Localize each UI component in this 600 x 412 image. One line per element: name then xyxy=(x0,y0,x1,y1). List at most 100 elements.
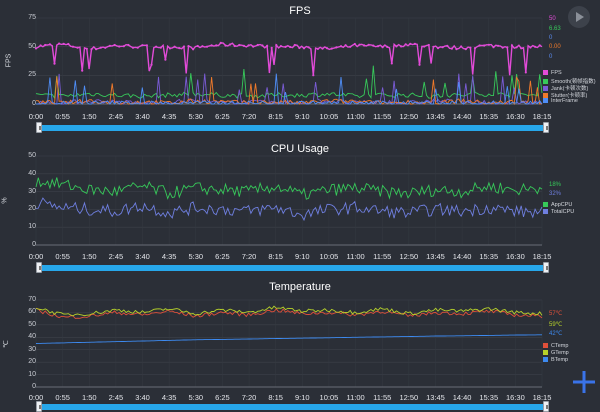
temp-current-value: 42℃ xyxy=(549,331,563,337)
fps-point xyxy=(270,46,273,50)
fps-point xyxy=(284,45,287,49)
fps-point xyxy=(400,45,403,48)
fps-legend-swatch xyxy=(543,79,548,85)
fps-point xyxy=(534,45,537,48)
play-button[interactable] xyxy=(568,6,590,28)
fps-point xyxy=(524,71,527,74)
fps-range-slider[interactable] xyxy=(36,122,549,133)
fps-point xyxy=(404,43,407,46)
fps-x-tick: 0:55 xyxy=(55,112,70,121)
fps-point xyxy=(413,42,416,46)
temp-legend-swatch xyxy=(543,343,548,349)
temp-slider-end-handle[interactable] xyxy=(543,401,549,412)
fps-x-tick: 10:05 xyxy=(319,112,339,121)
temp-x-tick: 0:55 xyxy=(55,393,70,402)
fps-point xyxy=(34,47,38,50)
fps-point xyxy=(520,47,523,50)
add-icon xyxy=(573,371,595,393)
fps-point xyxy=(326,47,329,50)
fps-point xyxy=(104,46,107,49)
temp-y-tick: 70 xyxy=(28,296,36,303)
fps-point xyxy=(224,44,227,47)
cpu-y-axis-label: % xyxy=(1,196,9,204)
fps-x-tick: 9:10 xyxy=(295,112,310,121)
cpu-x-tick: 1:50 xyxy=(81,252,97,261)
cpu-x-tick: 0:00 xyxy=(28,252,44,261)
fps-point xyxy=(58,42,61,45)
fps-point xyxy=(164,58,167,61)
fps-point xyxy=(238,43,241,47)
temp-y-tick: 0 xyxy=(32,383,36,390)
temp-x-tick: 14:40 xyxy=(452,393,472,402)
fps-point xyxy=(150,63,153,66)
temp-slider-start-handle[interactable] xyxy=(36,401,42,412)
temp-current-value: 57℃ xyxy=(549,311,563,317)
cpu-x-tick: 4:35 xyxy=(161,252,177,261)
temp-legend-label: CTemp xyxy=(551,343,569,349)
temp-legend-swatch xyxy=(543,350,548,356)
fps-x-tick: 4:35 xyxy=(161,112,177,121)
fps-x-tick: 6:25 xyxy=(215,112,230,121)
temp-range-slider[interactable] xyxy=(36,401,549,412)
cpu-slider-start-handle[interactable] xyxy=(36,262,42,273)
fps-point xyxy=(122,45,125,48)
fps-slider-end-handle[interactable] xyxy=(543,122,549,133)
fps-point xyxy=(302,47,306,50)
temp-series-btemp-line xyxy=(35,334,542,344)
fps-x-tick: 5:30 xyxy=(188,112,204,121)
fps-current-value: 6.63 xyxy=(549,26,561,32)
fps-x-tick: 3:40 xyxy=(135,112,150,121)
cpu-slider-end-handle[interactable] xyxy=(543,262,549,273)
fps-series-smooth-line xyxy=(35,65,543,100)
fps-point xyxy=(390,62,393,65)
fps-point xyxy=(266,44,269,48)
cpu-series-totalcpu-line xyxy=(35,177,543,200)
fps-point xyxy=(506,46,509,49)
fps-point xyxy=(242,44,245,47)
fps-series-interframe-line xyxy=(36,73,543,105)
fps-point xyxy=(381,46,384,49)
fps-legend-label: Smooth(顿帧指数) xyxy=(551,79,596,85)
temp-x-tick: 11:00 xyxy=(346,393,365,402)
fps-point xyxy=(321,47,324,50)
temp-x-tick: 12:50 xyxy=(399,393,419,402)
temp-x-tick: 8:15 xyxy=(268,393,283,402)
fps-legend-label: FPS xyxy=(551,70,562,76)
fps-point xyxy=(141,44,144,47)
fps-point xyxy=(127,43,130,47)
fps-point xyxy=(247,44,250,47)
fps-point xyxy=(358,43,361,46)
fps-point xyxy=(252,45,255,48)
fps-point xyxy=(99,46,102,49)
fps-y-axis-label: FPS xyxy=(5,53,13,68)
fps-point xyxy=(423,45,426,48)
fps-current-value: 0 xyxy=(549,54,553,60)
fps-point xyxy=(312,74,315,77)
fps-point xyxy=(205,45,209,48)
fps-current-value: 50 xyxy=(549,16,556,22)
fps-point xyxy=(90,48,93,51)
fps-legend-swatch xyxy=(543,86,548,92)
fps-point xyxy=(367,43,370,46)
fps-x-tick: 13:45 xyxy=(426,112,445,121)
fps-legend-item: Stutter(卡顿率) xyxy=(543,91,587,99)
fps-point xyxy=(118,45,121,48)
fps-point xyxy=(71,45,75,48)
temp-y-tick: 60 xyxy=(28,308,36,316)
cpu-range-slider[interactable] xyxy=(36,262,549,273)
cpu-y-tick: 10 xyxy=(28,223,36,231)
fps-point xyxy=(113,43,116,47)
fps-current-value: 0 xyxy=(549,35,553,41)
fps-x-tick: 15:35 xyxy=(479,112,499,121)
temp-y-tick: 10 xyxy=(28,370,36,378)
fps-slider-start-handle[interactable] xyxy=(36,122,42,133)
add-button[interactable] xyxy=(570,368,598,396)
temp-series-ctemp-line xyxy=(35,307,543,319)
fps-legend-item: FPS xyxy=(543,70,562,76)
fps-point xyxy=(363,44,366,47)
fps-point xyxy=(159,46,162,49)
temp-y-tick: 40 xyxy=(28,333,36,341)
temp-legend-swatch xyxy=(543,357,548,363)
fps-legend-label: Jank(卡顿次数) xyxy=(551,86,589,92)
temp-x-tick: 1:50 xyxy=(81,393,97,402)
